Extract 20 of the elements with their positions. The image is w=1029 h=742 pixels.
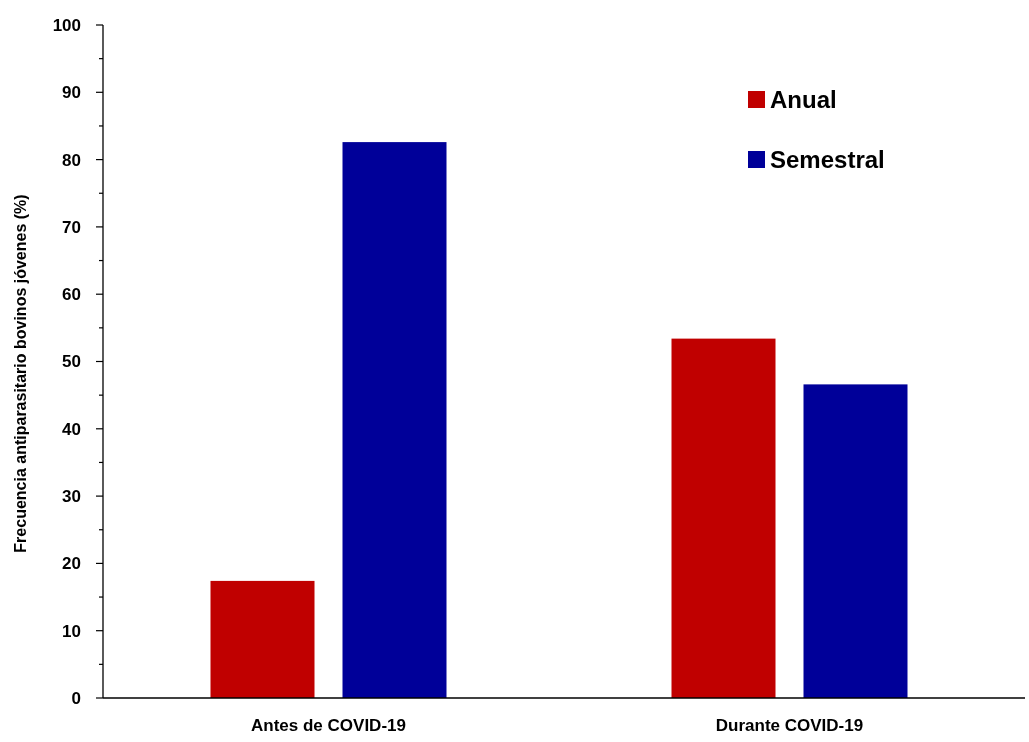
y-tick-label: 50 <box>62 352 81 372</box>
x-tick-label: Durante COVID-19 <box>715 716 864 735</box>
legend-label: Semestral <box>770 146 885 174</box>
y-tick-label: 40 <box>62 419 81 439</box>
y-axis-title: Frecuencia antiparasitario bovinos jóvenes (%) <box>12 194 29 553</box>
y-tick-label: 60 <box>62 285 81 305</box>
bar <box>803 384 908 698</box>
bar <box>671 338 776 698</box>
y-tick-label: 0 <box>71 688 81 708</box>
y-tick-label: 70 <box>62 217 81 237</box>
y-tick-label: 20 <box>62 554 81 574</box>
legend-label: Anual <box>770 86 837 114</box>
y-tick-label: 30 <box>62 487 81 507</box>
x-tick-label: Antes de COVID-19 <box>251 716 406 735</box>
y-tick-label: 10 <box>62 621 81 641</box>
y-tick-label: 100 <box>52 15 81 35</box>
bar <box>210 580 315 698</box>
y-tick-label: 80 <box>62 150 81 170</box>
bar <box>342 142 447 698</box>
y-tick-label: 90 <box>62 83 81 103</box>
